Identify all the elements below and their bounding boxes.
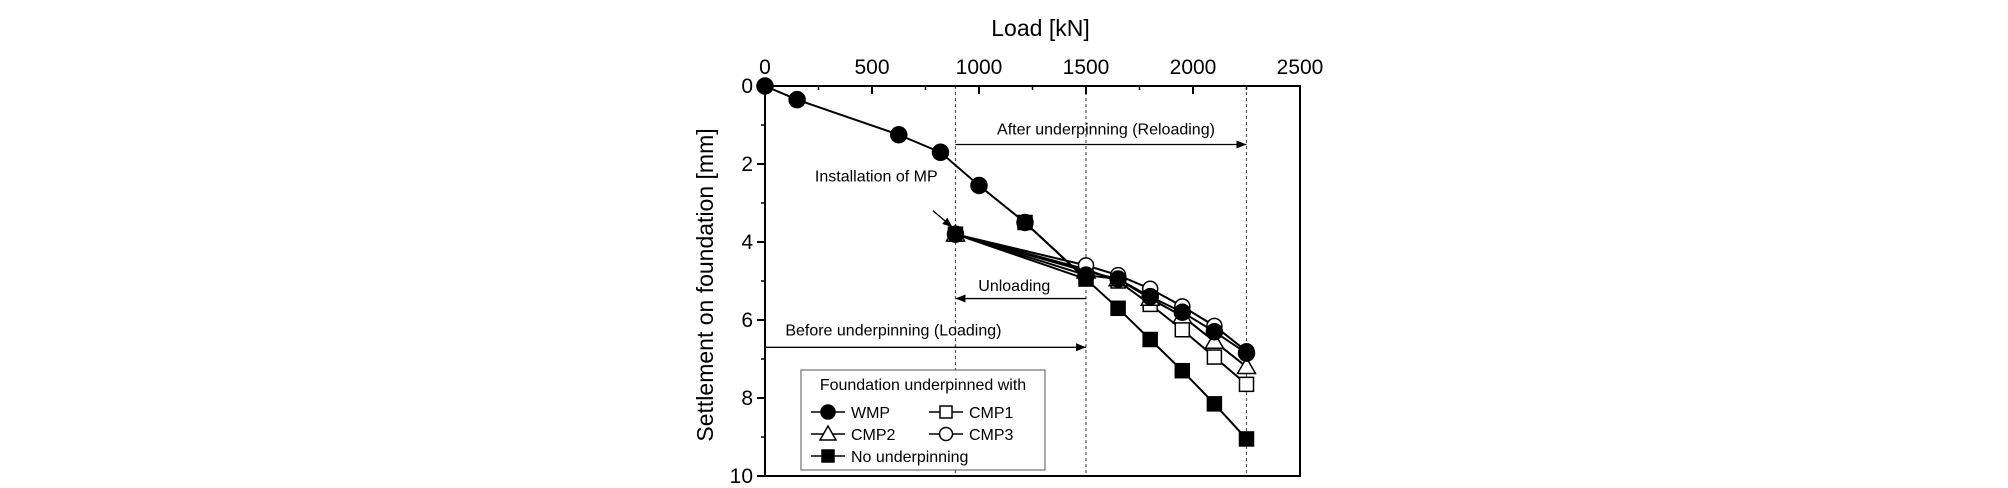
marker-cmp1 bbox=[1206, 349, 1223, 365]
annotation-arrow-head bbox=[1236, 140, 1247, 149]
marker-wmp bbox=[1016, 213, 1034, 232]
loading-line bbox=[1024, 221, 1087, 280]
legend-label: CMP2 bbox=[851, 427, 896, 444]
marker-cmp1 bbox=[1238, 376, 1255, 393]
legend-label: CMP3 bbox=[969, 427, 1014, 444]
marker-no-underpinning bbox=[1174, 362, 1191, 379]
unloading-line bbox=[955, 233, 1087, 280]
marker-wmp bbox=[890, 126, 908, 144]
marker-no-underpinning bbox=[821, 449, 835, 463]
marker-wmp bbox=[1237, 344, 1256, 362]
annotation-arrow-head bbox=[1076, 343, 1086, 352]
marker-no-underpinning bbox=[1142, 331, 1158, 348]
legend-box bbox=[800, 369, 1046, 471]
x-tick-label: 2500 bbox=[1277, 56, 1324, 79]
marker-wmp bbox=[970, 176, 988, 195]
y-tick-label: 2 bbox=[741, 153, 753, 176]
legend-title: Foundation underpinned with bbox=[820, 377, 1026, 394]
marker-wmp bbox=[788, 90, 806, 109]
legend-label: CMP1 bbox=[969, 405, 1014, 422]
y-tick-label: 8 bbox=[741, 387, 753, 410]
series-line bbox=[955, 233, 1248, 386]
marker-cmp1 bbox=[939, 405, 953, 419]
y-tick-label: 10 bbox=[730, 465, 753, 488]
marker-cmp2 bbox=[818, 424, 838, 441]
marker-no-underpinning bbox=[1110, 300, 1126, 317]
axis-ticks: 0 500 1000 1500 2000 2500 0 2 4 6 8 10 bbox=[730, 56, 1324, 488]
marker-wmp bbox=[946, 225, 965, 243]
marker-no-underpinning bbox=[1238, 431, 1255, 447]
marker-wmp bbox=[1141, 287, 1159, 306]
marker-no-underpinning bbox=[1206, 396, 1223, 412]
y-axis-title: Settlement on foundation [mm] bbox=[692, 128, 718, 441]
y-tick-label: 0 bbox=[741, 75, 753, 98]
marker-cmp3 bbox=[938, 426, 954, 442]
annotation-arrow-head bbox=[955, 294, 966, 303]
legend: Foundation underpinned with WMP CMP1 CMP2 CM… bbox=[800, 369, 1046, 471]
x-axis-title: Load [kN] bbox=[991, 15, 1089, 41]
series-markers bbox=[756, 77, 1257, 447]
annotation-loading: Before underpinning (Loading) bbox=[785, 323, 1001, 340]
x-tick-label: 1500 bbox=[1063, 56, 1110, 79]
marker-wmp bbox=[820, 404, 836, 420]
marker-wmp bbox=[1109, 270, 1127, 288]
marker-wmp bbox=[1077, 266, 1095, 284]
marker-wmp bbox=[1205, 322, 1224, 341]
annotation-arrow-head bbox=[942, 217, 953, 228]
y-tick-label: 4 bbox=[741, 231, 753, 254]
x-tick-label: 1000 bbox=[956, 56, 1003, 79]
legend-label: WMP bbox=[851, 405, 890, 422]
marker-wmp bbox=[931, 143, 950, 162]
annotation-reloading: After underpinning (Reloading) bbox=[997, 122, 1215, 139]
y-tick-label: 6 bbox=[741, 309, 753, 332]
marker-wmp bbox=[1173, 303, 1192, 321]
marker-cmp1 bbox=[1174, 322, 1191, 338]
marker-cmp2 bbox=[1236, 356, 1257, 375]
x-tick-label: 500 bbox=[854, 56, 889, 79]
annotations: After underpinning (Reloading) Installati… bbox=[765, 122, 1247, 352]
x-tick-label: 0 bbox=[759, 56, 771, 79]
x-tick-label: 2000 bbox=[1170, 56, 1217, 79]
annotation-installation: Installation of MP bbox=[815, 169, 938, 186]
legend-label: No underpinning bbox=[851, 449, 968, 466]
annotation-unloading: Unloading bbox=[978, 278, 1050, 295]
